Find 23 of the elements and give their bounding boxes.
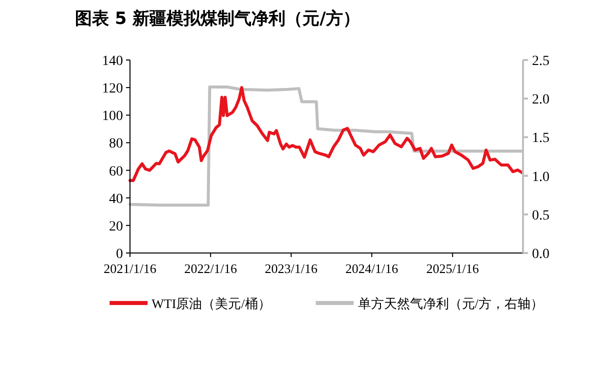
x-tick-label: 2021/1/16: [104, 261, 157, 276]
y2-tick-label: 2.5: [532, 54, 550, 69]
legend-label: 单方天然气净利（元/方，右轴）: [358, 296, 544, 311]
y-tick-label: 120: [102, 82, 123, 97]
y2-tick-label: 1.0: [532, 170, 550, 185]
line-series: [128, 86, 524, 182]
y-tick-label: 60: [109, 164, 123, 180]
y-tick-label: 80: [109, 136, 123, 152]
y-tick-label: 140: [102, 54, 123, 69]
y2-tick-label: 1.5: [532, 131, 550, 146]
chart-title: 图表 5 新疆模拟煤制气净利（元/方）: [75, 9, 360, 29]
legend-label: WTI原油（美元/桶）: [152, 296, 271, 311]
y-tick-label: 20: [109, 219, 123, 234]
x-tick-label: 2025/1/16: [426, 261, 480, 276]
y2-tick-label: 0.5: [532, 208, 550, 224]
y-tick-label: 100: [102, 109, 123, 124]
x-tick-label: 2024/1/16: [345, 261, 399, 276]
y-tick-label: 40: [109, 192, 123, 207]
y2-tick-label: 2.0: [532, 92, 550, 108]
y-tick-label: 0: [116, 247, 123, 262]
y2-tick-label: 0.0: [532, 247, 550, 262]
x-tick-label: 2022/1/16: [184, 261, 238, 276]
x-tick-label: 2023/1/16: [264, 261, 318, 276]
